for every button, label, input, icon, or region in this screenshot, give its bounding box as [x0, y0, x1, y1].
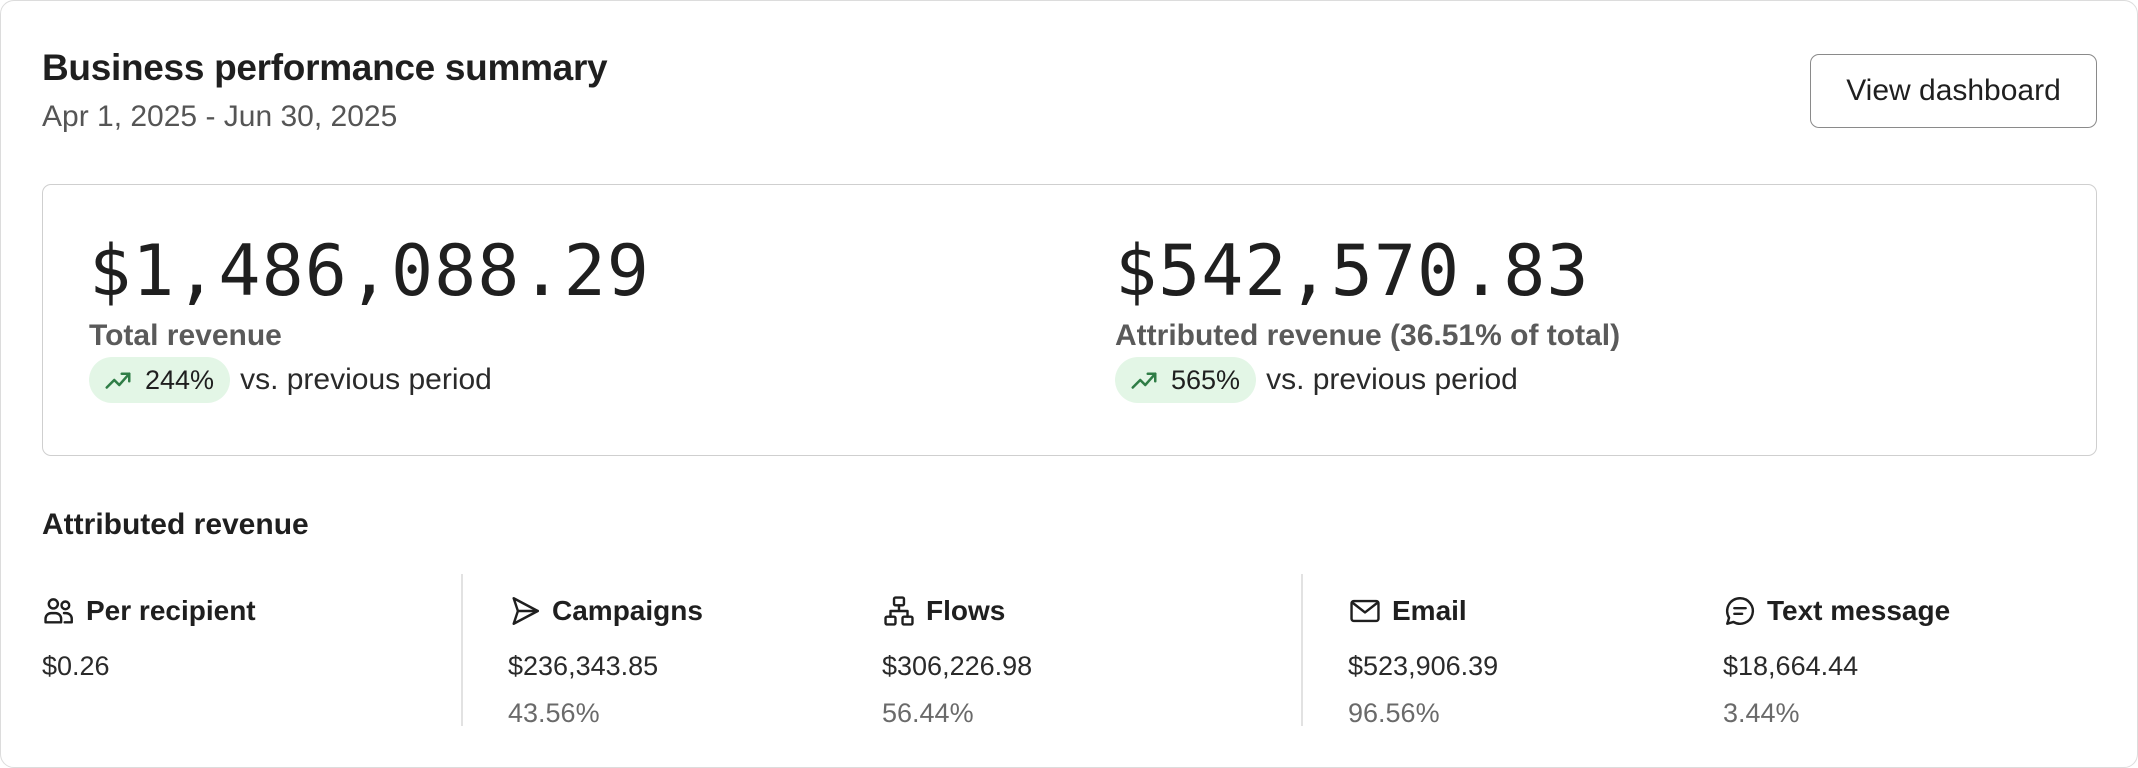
sms-icon	[1725, 597, 1755, 625]
column-divider	[1301, 574, 1303, 726]
stat-header: Campaigns	[508, 591, 703, 631]
stat-header: Per recipient	[42, 591, 256, 631]
stat-header: Flows	[882, 591, 1032, 631]
trend-up-icon	[1131, 372, 1157, 389]
stat-percent: 3.44%	[1723, 698, 1800, 728]
stat-text-message: Text message $18,664.44 3.44%	[1723, 591, 1950, 729]
date-range: Apr 1, 2025 - Jun 30, 2025	[42, 100, 398, 133]
stat-campaigns: Campaigns $236,343.85 43.56%	[508, 591, 703, 729]
stat-name: Per recipient	[86, 595, 256, 626]
stat-percent: 43.56%	[508, 698, 600, 728]
trend-up-icon	[105, 372, 131, 389]
page-title: Business performance summary	[42, 47, 608, 88]
stat-value: $523,906.39	[1348, 651, 1499, 681]
stat-flows: Flows $306,226.98 56.44%	[882, 591, 1032, 729]
attributed-revenue-label: Attributed revenue (36.51% of total)	[1115, 319, 1621, 352]
trend-badge: 244%	[89, 357, 231, 403]
column-divider	[461, 574, 463, 726]
stat-percent: 96.56%	[1348, 698, 1440, 728]
attributed-revenue-value: $542,570.83	[1115, 230, 1590, 312]
trend-percent: 565%	[1171, 364, 1241, 395]
total-revenue-label: Total revenue	[89, 319, 282, 352]
attributed-revenue-delta-row: 565% vs. previous period	[1115, 357, 1620, 403]
stat-name: Text message	[1767, 595, 1951, 626]
stat-header: Text message	[1723, 591, 1950, 631]
users-icon	[44, 598, 73, 624]
trend-caption: vs. previous period	[240, 363, 492, 396]
send-icon	[512, 597, 539, 625]
flow-icon	[884, 596, 914, 626]
trend-percent: 244%	[145, 364, 215, 395]
stat-name: Campaigns	[552, 595, 703, 626]
stat-value: $0.26	[42, 651, 110, 681]
attributed-revenue-metric: $542,570.83 Attributed revenue (36.51% o…	[1115, 233, 1620, 403]
mail-icon	[1350, 599, 1380, 623]
total-revenue-metric: $1,486,088.29 Total revenue 244% vs. pre…	[89, 233, 650, 403]
stat-value: $236,343.85	[508, 651, 659, 681]
stat-percent: 56.44%	[882, 698, 974, 728]
trend-caption: vs. previous period	[1266, 363, 1518, 396]
stat-header: Email	[1348, 591, 1498, 631]
stat-name: Email	[1392, 595, 1467, 626]
total-revenue-value: $1,486,088.29	[89, 230, 650, 312]
stat-email: Email $523,906.39 96.56%	[1348, 591, 1498, 729]
trend-badge: 565%	[1115, 357, 1257, 403]
view-dashboard-button[interactable]: View dashboard	[1810, 54, 2097, 128]
attributed-revenue-heading: Attributed revenue	[42, 508, 309, 541]
stat-value: $18,664.44	[1723, 651, 1859, 681]
stat-per-recipient: Per recipient $0.26	[42, 591, 256, 682]
stat-value: $306,226.98	[882, 651, 1033, 681]
stat-name: Flows	[926, 595, 1006, 626]
total-revenue-delta-row: 244% vs. previous period	[89, 357, 650, 403]
revenue-summary-box: $1,486,088.29 Total revenue 244% vs. pre…	[42, 184, 2097, 456]
